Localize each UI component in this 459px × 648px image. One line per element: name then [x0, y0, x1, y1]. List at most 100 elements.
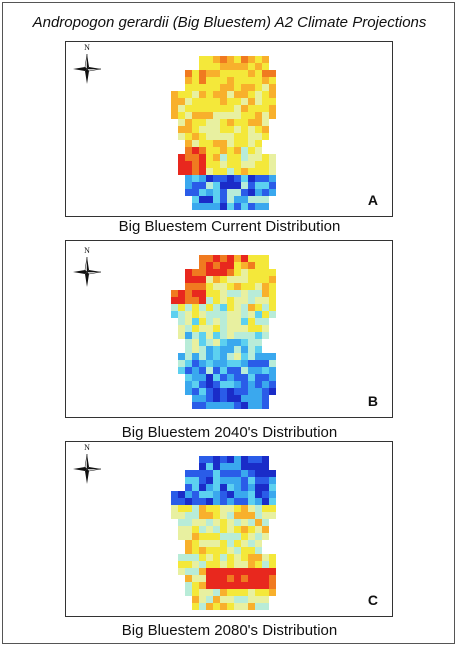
map-cell: [185, 533, 192, 540]
map-cell: [220, 533, 227, 540]
map-cell: [199, 189, 206, 196]
map-cell: [220, 512, 227, 519]
map-cell: [262, 554, 269, 561]
map-cell: [262, 589, 269, 596]
map-cell: [206, 70, 213, 77]
panel-letter-b: B: [367, 393, 378, 409]
map-cell: [192, 325, 199, 332]
map-cell: [213, 203, 220, 210]
map-cell: [269, 554, 276, 561]
map-cell: [199, 512, 206, 519]
map-cell: [206, 589, 213, 596]
map-cell: [248, 276, 255, 283]
map-cell: [269, 290, 276, 297]
map-cell: [220, 353, 227, 360]
caption-c: Big Bluestem 2080's Distribution: [121, 622, 338, 639]
map-cell: [234, 603, 241, 610]
map-cell: [234, 505, 241, 512]
map-cell: [227, 203, 234, 210]
map-cell: [234, 374, 241, 381]
map-cell: [192, 491, 199, 498]
map-cell: [248, 526, 255, 533]
map-cell: [192, 596, 199, 603]
map-cell: [213, 154, 220, 161]
map-cell: [255, 56, 262, 63]
panel-letter-a: A: [367, 192, 378, 208]
map-cell: [192, 196, 199, 203]
map-cell: [213, 84, 220, 91]
map-cell: [206, 498, 213, 505]
map-cell: [199, 147, 206, 154]
map-cell: [262, 582, 269, 589]
map-cell: [248, 98, 255, 105]
map-cell: [262, 126, 269, 133]
map-cell: [206, 402, 213, 409]
map-cell: [234, 395, 241, 402]
map-cell: [227, 526, 234, 533]
map-cell: [241, 189, 248, 196]
map-cell: [234, 381, 241, 388]
map-cell: [185, 318, 192, 325]
map-cell: [241, 318, 248, 325]
map-cell: [199, 568, 206, 575]
map-cell: [227, 367, 234, 374]
map-cell: [269, 161, 276, 168]
map-cell: [262, 456, 269, 463]
map-cell: [227, 196, 234, 203]
map-cell: [262, 154, 269, 161]
map-cell: [234, 596, 241, 603]
map-cell: [262, 189, 269, 196]
map-cell: [262, 255, 269, 262]
map-cell: [206, 353, 213, 360]
map-cell: [192, 318, 199, 325]
map-cell: [248, 561, 255, 568]
map-cell: [220, 161, 227, 168]
map-cell: [234, 339, 241, 346]
map-cell: [178, 367, 185, 374]
map-cell: [192, 554, 199, 561]
map-cell: [185, 554, 192, 561]
map-cell: [227, 154, 234, 161]
map-cell: [248, 575, 255, 582]
map-cell: [234, 140, 241, 147]
map-cell: [234, 540, 241, 547]
map-cell: [199, 63, 206, 70]
map-cell: [178, 98, 185, 105]
map-cell: [206, 140, 213, 147]
map-cell: [199, 133, 206, 140]
map-cell: [241, 603, 248, 610]
map-cell: [185, 477, 192, 484]
map-cell: [234, 575, 241, 582]
map-cell: [185, 568, 192, 575]
map-cell: [227, 395, 234, 402]
map-cell: [255, 596, 262, 603]
map-cell: [213, 533, 220, 540]
map-cell: [255, 388, 262, 395]
map-cell: [241, 119, 248, 126]
map-cell: [220, 547, 227, 554]
map-cell: [206, 290, 213, 297]
map-cell: [178, 154, 185, 161]
map-cell: [241, 533, 248, 540]
map-cell: [199, 360, 206, 367]
map-cell: [241, 332, 248, 339]
map-cell: [241, 175, 248, 182]
map-cell: [206, 568, 213, 575]
map-cell: [269, 311, 276, 318]
map-cell: [227, 126, 234, 133]
map-cell: [234, 318, 241, 325]
map-cell: [185, 325, 192, 332]
map-cell: [241, 470, 248, 477]
map-cell: [206, 304, 213, 311]
map-cell: [199, 526, 206, 533]
map-cell: [192, 540, 199, 547]
map-cell: [206, 84, 213, 91]
map-cell: [241, 182, 248, 189]
map-cell: [234, 154, 241, 161]
map-cell: [199, 175, 206, 182]
map-cell: [213, 367, 220, 374]
map-cell: [220, 582, 227, 589]
map-cell: [192, 568, 199, 575]
map-cell: [248, 589, 255, 596]
map-cell: [234, 290, 241, 297]
